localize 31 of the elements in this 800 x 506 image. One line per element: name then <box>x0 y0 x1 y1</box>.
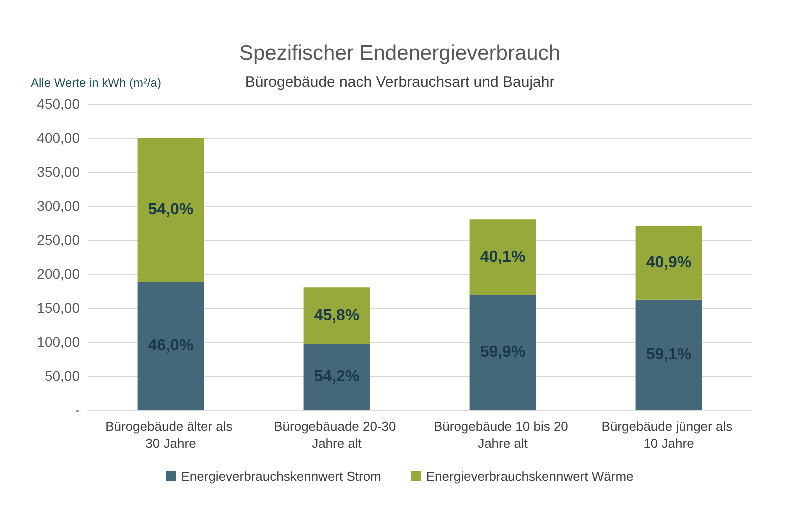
bar <box>304 288 370 344</box>
bar <box>304 344 370 410</box>
chart-title: Spezifischer Endenergieverbrauch <box>239 42 561 65</box>
x-tick-label: Bürogebäuade 20-30 Jahre alt <box>274 419 400 451</box>
legend-label: Energieverbrauchskennwert Wärme <box>426 469 634 484</box>
x-tick-label: Bürogebäude 10 bis 20 Jahre alt <box>434 419 572 451</box>
y-tick-label: 250,00 <box>37 232 80 248</box>
annotation: 45,8% <box>314 307 360 324</box>
chart-subtitle: Bürogebäude nach Verbrauchsart und Baujahr <box>245 74 555 91</box>
y-tick-label: 300,00 <box>37 198 80 214</box>
bar <box>636 226 702 300</box>
bar <box>470 220 536 296</box>
annotation: 54,0% <box>148 202 194 219</box>
y-tick-label: 350,00 <box>37 164 80 180</box>
bar <box>138 138 204 282</box>
legend-label: Energieverbrauchskennwert Strom <box>181 469 382 484</box>
y-tick-label: 150,00 <box>37 300 80 316</box>
annotation: 40,1% <box>480 248 526 266</box>
bar <box>470 295 536 410</box>
x-tick-label: Bürogebäude älter als 30 Jahre <box>106 419 236 451</box>
bar <box>636 300 702 410</box>
y-tick-label: 50,00 <box>44 368 80 384</box>
y-tick-label: 400,00 <box>37 130 80 146</box>
y-tick-label: 450,00 <box>37 96 80 112</box>
x-tick-label: Bürgebäude jünger als 10 Jahre <box>602 419 736 451</box>
bar <box>138 282 204 410</box>
y-axis-title: Alle Werte in kWh (m²/a) <box>31 76 162 90</box>
y-tick-label: 100,00 <box>37 334 80 350</box>
annotation: 40,9% <box>646 254 692 272</box>
y-tick-label: 200,00 <box>37 266 80 282</box>
y-tick-label: - <box>75 402 80 418</box>
